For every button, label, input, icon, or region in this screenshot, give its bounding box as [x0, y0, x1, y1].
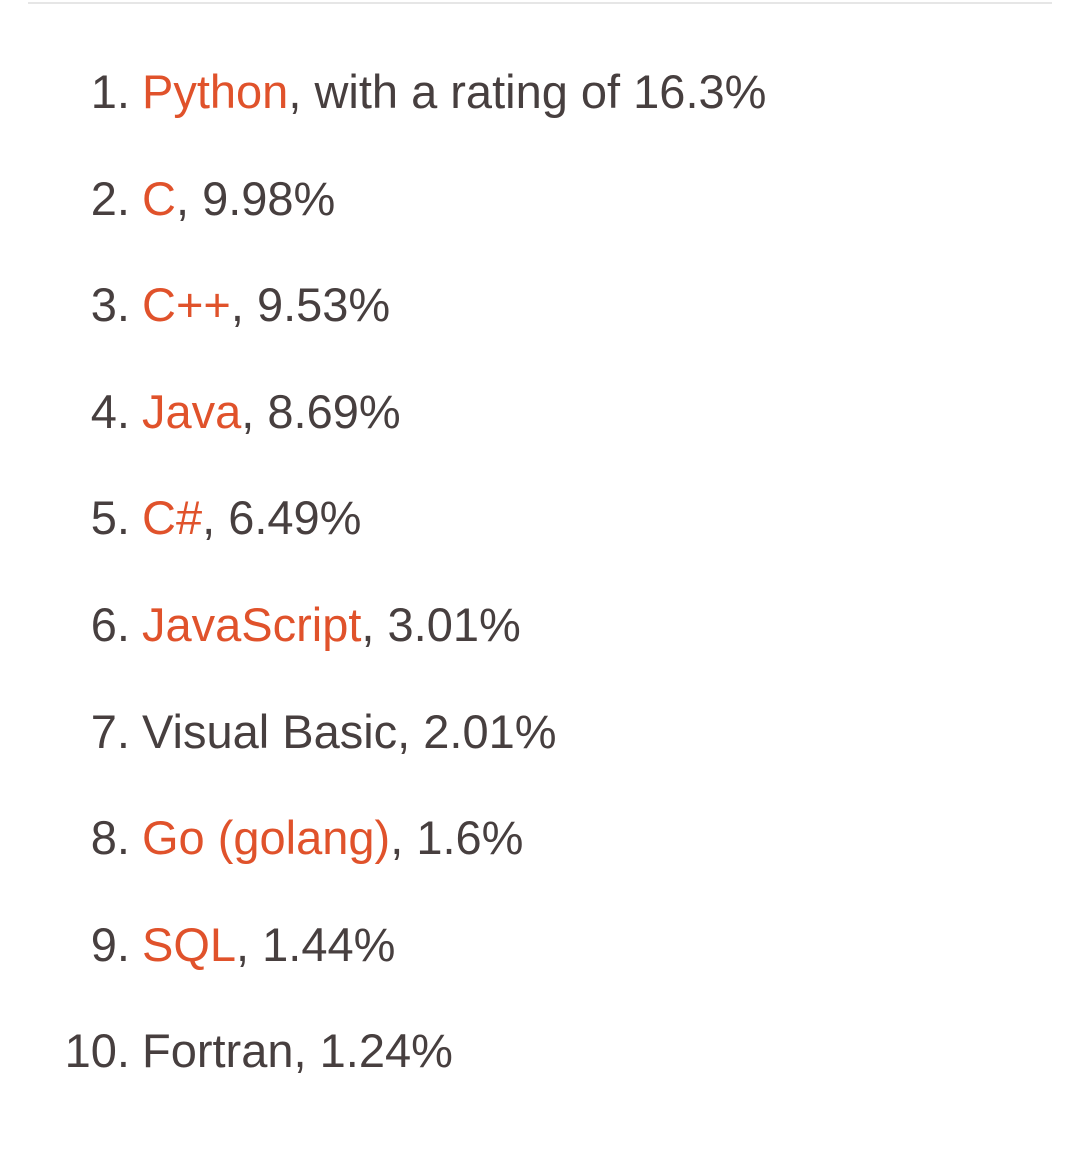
language-name-visual-basic: Visual Basic — [142, 704, 398, 758]
item-number: 1. — [90, 65, 130, 118]
item-suffix: , 1.44% — [236, 917, 396, 971]
language-link-cpp[interactable]: C++ — [142, 278, 231, 332]
item-body: C, 9.98% — [142, 175, 335, 222]
item-suffix: , 1.24% — [293, 1024, 453, 1078]
language-link-sql[interactable]: SQL — [142, 917, 237, 971]
item-suffix: , 6.49% — [202, 491, 362, 545]
item-number: 2. — [90, 171, 130, 225]
item-number: 3. — [90, 278, 130, 332]
item-suffix: , 8.69% — [241, 384, 401, 438]
item-suffix: , 9.53% — [230, 278, 391, 332]
item-suffix: , 2.01% — [397, 704, 557, 758]
item-suffix: , 3.01% — [361, 597, 521, 651]
language-link-javascript[interactable]: JavaScript — [142, 597, 362, 651]
item-number: 10. — [64, 1024, 130, 1078]
language-link-python[interactable]: Python — [142, 65, 289, 118]
item-body: SQL, 1.44% — [142, 921, 395, 968]
top-divider — [28, 2, 1052, 4]
item-body: Java, 8.69% — [142, 388, 401, 435]
item-suffix: , with a rating of 16.3% — [288, 65, 767, 118]
language-link-java[interactable]: Java — [142, 384, 242, 438]
language-link-csharp[interactable]: C# — [142, 491, 203, 545]
item-number: 7. — [90, 704, 130, 758]
item-body: C#, 6.49% — [142, 494, 361, 541]
item-suffix: , 1.6% — [390, 811, 524, 865]
item-body: C++, 9.53% — [142, 281, 390, 328]
item-body: Visual Basic, 2.01% — [142, 708, 557, 755]
item-body: JavaScript, 3.01% — [142, 601, 521, 648]
language-link-c[interactable]: C — [142, 171, 176, 225]
item-body: Go (golang), 1.6% — [142, 814, 523, 861]
language-name-fortran: Fortran — [142, 1024, 294, 1078]
item-body: Fortran, 1.24% — [142, 1027, 453, 1074]
item-number: 9. — [90, 917, 130, 971]
item-number: 5. — [90, 491, 130, 545]
language-link-go[interactable]: Go (golang) — [142, 811, 391, 865]
item-body: Python, with a rating of 16.3% — [142, 68, 766, 115]
item-number: 8. — [90, 811, 130, 865]
item-number: 6. — [90, 597, 130, 651]
item-suffix: , 9.98% — [175, 171, 336, 225]
item-number: 4. — [90, 384, 130, 438]
